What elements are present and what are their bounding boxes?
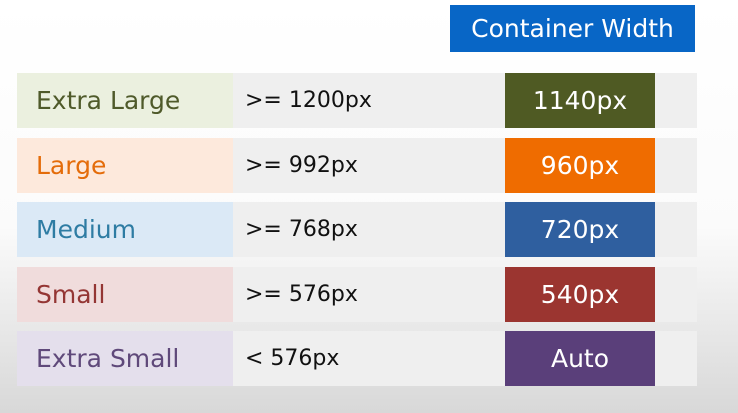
breakpoint: >= 576px [233,266,505,322]
header-title: Container Width [450,5,695,52]
table-row: Extra Large >= 1200px 1140px [17,73,697,128]
breakpoint: >= 768px [233,202,505,257]
container-width: 1140px [505,73,655,128]
container-width: Auto [505,331,655,386]
table-row: Large >= 992px 960px [17,137,697,193]
table-row: Small >= 576px 540px [17,266,697,322]
cell-padding [655,137,697,193]
size-label: Medium [17,202,233,257]
size-label: Small [17,266,233,322]
container-width: 540px [505,266,655,322]
size-label: Extra Small [17,331,233,386]
cell-padding [655,331,697,386]
size-label: Extra Large [17,73,233,128]
cell-padding [655,266,697,322]
table-row: Extra Small < 576px Auto [17,331,697,386]
container-width: 960px [505,137,655,193]
breakpoint: >= 1200px [233,73,505,128]
breakpoint: < 576px [233,331,505,386]
cell-padding [655,202,697,257]
size-label: Large [17,137,233,193]
table-row: Medium >= 768px 720px [17,202,697,257]
breakpoint: >= 992px [233,137,505,193]
cell-padding [655,73,697,128]
container-width: 720px [505,202,655,257]
